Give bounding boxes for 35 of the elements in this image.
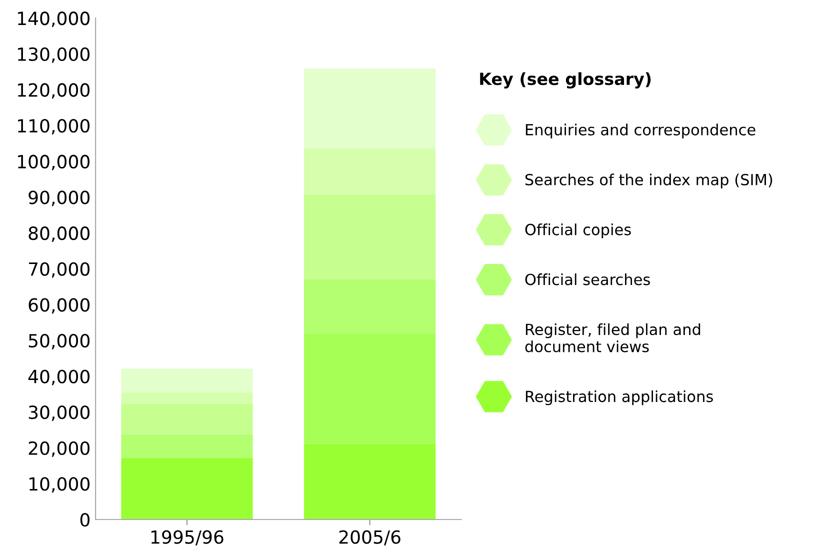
- y-tick-label: 140,000: [18, 12, 90, 28]
- legend-label: Register, filed plan and document views: [525, 323, 700, 352]
- bar: [121, 434, 253, 458]
- y-tick-label: 0: [80, 512, 90, 527]
- x-tick-label: 1995/96: [151, 530, 224, 546]
- y-tick-label: 120,000: [18, 83, 90, 99]
- legend-label: Searches of the index map (SIM): [525, 174, 772, 188]
- bar: [304, 148, 436, 194]
- legend-label: Official searches: [525, 273, 650, 286]
- bar: [304, 194, 436, 280]
- y-tick-label: 130,000: [18, 47, 90, 63]
- y-tick-label: 40,000: [28, 370, 90, 386]
- bar: [304, 280, 436, 334]
- bar: [121, 368, 253, 392]
- y-tick-label: 60,000: [28, 298, 90, 314]
- y-tick-label: 50,000: [28, 334, 90, 350]
- bar: [121, 458, 253, 520]
- x-tick-label: 2005/6: [339, 530, 400, 546]
- y-tick-label: 70,000: [29, 262, 90, 278]
- legend-label: Official copies: [525, 224, 631, 238]
- y-tick-label: 110,000: [18, 118, 90, 134]
- y-tick-label: 100,000: [18, 154, 90, 170]
- y-tick-label: 10,000: [30, 477, 90, 493]
- bar: [304, 444, 436, 520]
- y-tick-label: 90,000: [28, 190, 90, 206]
- y-tick-label: 20,000: [28, 441, 90, 457]
- bar: [121, 392, 253, 404]
- legend-label: Enquiries and correspondence: [526, 124, 756, 138]
- y-tick-label: 80,000: [28, 226, 90, 242]
- legend-title: Key (see glossary): [480, 72, 651, 89]
- y-tick-label: 30,000: [28, 406, 90, 422]
- legend-label: Registration applications: [526, 390, 713, 406]
- bar: [304, 68, 436, 148]
- bar: [121, 404, 253, 434]
- bar: [304, 334, 436, 444]
